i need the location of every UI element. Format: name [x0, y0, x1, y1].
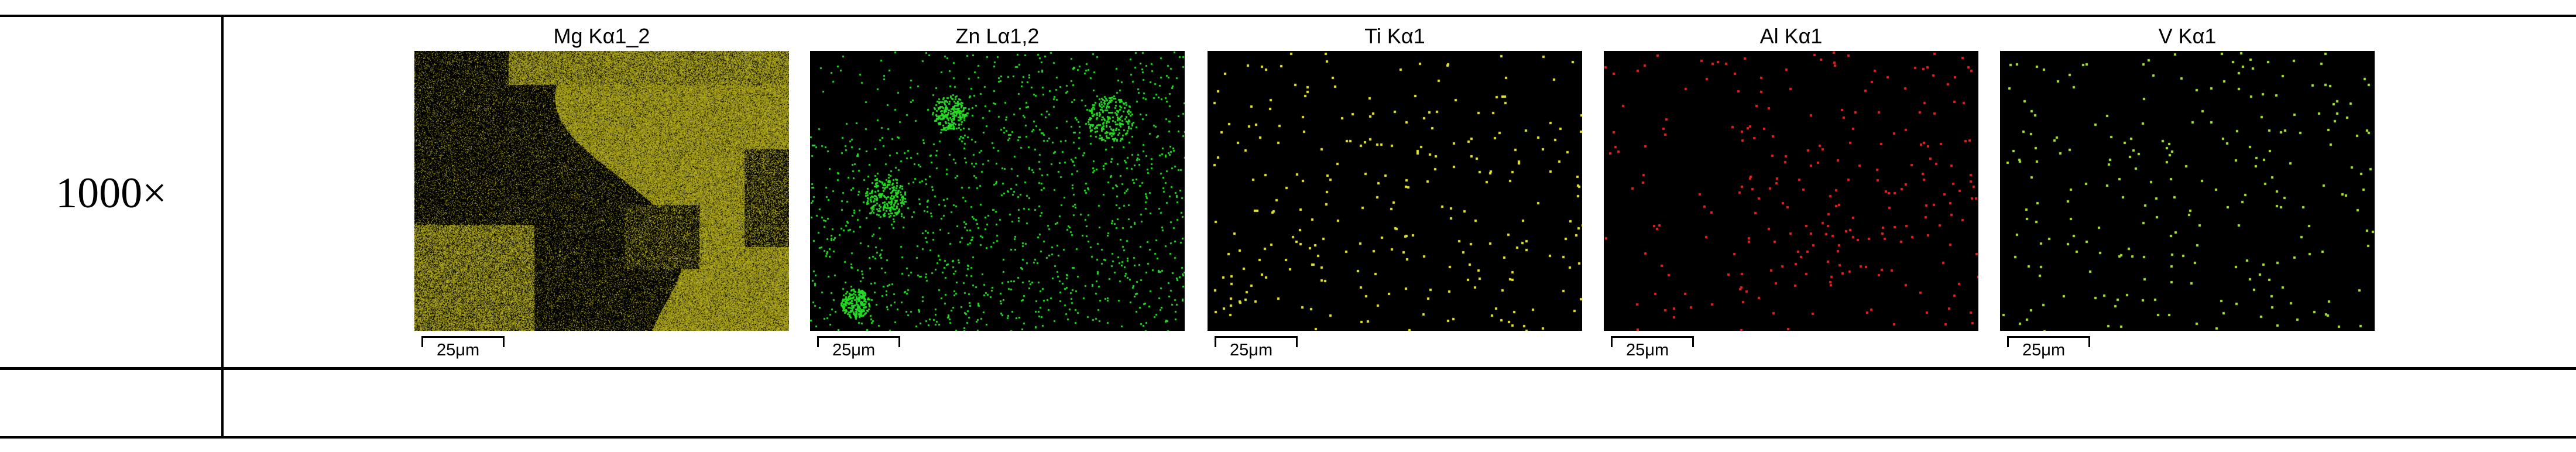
row-divider: [0, 367, 2576, 370]
scale-bar-line: [421, 336, 505, 347]
eds-map-zn: Zn Lα1,2 25μm: [810, 23, 1185, 363]
table-top-rule: [0, 15, 2576, 17]
scale-bar: 25μm: [1611, 335, 1694, 359]
scale-bar-line: [1215, 336, 1298, 347]
empty-table-cell: [225, 371, 2576, 436]
element-line-title: Zn Lα1,2: [955, 24, 1040, 48]
element-line-title: Ti Kα1: [1364, 24, 1425, 48]
scale-bar-label: 25μm: [832, 341, 876, 359]
eds-map-ti: Ti Kα1 25μm: [1208, 23, 1582, 363]
scale-bar-line: [1611, 336, 1694, 347]
scale-bar: 25μm: [421, 335, 505, 359]
element-map-image: [1208, 51, 1582, 331]
scale-bar-line: [2007, 336, 2090, 347]
scale-bar-label: 25μm: [2022, 341, 2066, 359]
scale-bar-label: 25μm: [437, 341, 480, 359]
table-bottom-rule: [0, 436, 2576, 439]
element-map-image: [1604, 51, 1978, 331]
element-line-title: Mg Kα1_2: [553, 24, 650, 48]
scale-bar: 25μm: [2007, 335, 2090, 359]
magnification-label: 1000×: [56, 169, 167, 217]
element-map-image: [414, 51, 789, 331]
scale-bar: 25μm: [1215, 335, 1298, 359]
element-map-image: [2000, 51, 2375, 331]
element-map-image: [810, 51, 1185, 331]
scale-bar-label: 25μm: [1626, 341, 1669, 359]
scale-bar: 25μm: [817, 335, 900, 359]
scale-bar-label: 25μm: [1230, 341, 1273, 359]
element-line-title: V Kα1: [2158, 24, 2217, 48]
element-line-title: Al Kα1: [1759, 24, 1823, 48]
eds-map-mg: Mg Kα1_2 25μm: [414, 23, 789, 363]
eds-map-v: V Kα1 25μm: [2000, 23, 2375, 363]
eds-map-al: Al Kα1 25μm: [1604, 23, 1978, 363]
scale-bar-line: [817, 336, 900, 347]
column-divider: [221, 15, 224, 437]
